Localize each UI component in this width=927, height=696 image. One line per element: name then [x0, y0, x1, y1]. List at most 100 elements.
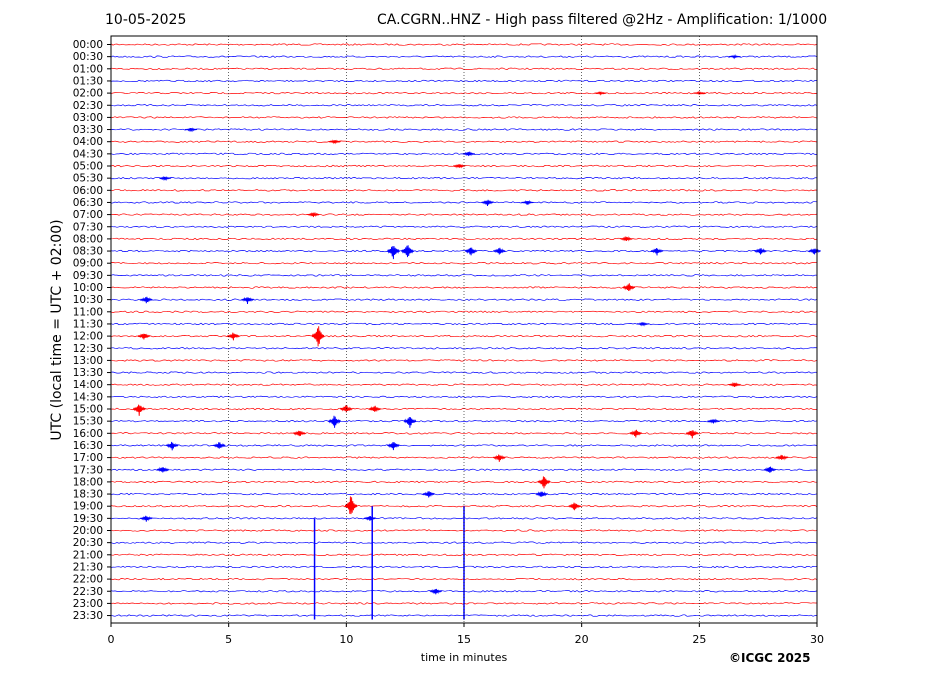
y-tick-label: 10:30 [73, 294, 103, 306]
y-tick-label: 21:30 [73, 561, 103, 573]
y-tick-label: 03:30 [73, 124, 103, 136]
y-tick-label: 11:00 [73, 306, 103, 318]
trace-2330 [110, 614, 818, 617]
y-tick-label: 04:30 [73, 148, 103, 160]
y-tick-label: 08:00 [73, 233, 103, 245]
y-tick-label: 18:00 [73, 476, 103, 488]
x-tick-label: 30 [810, 633, 824, 646]
event-burst [464, 247, 478, 256]
event-burst [754, 248, 767, 255]
event-burst [156, 466, 170, 473]
y-tick-label: 16:00 [73, 428, 103, 440]
y-tick-label: 14:00 [73, 379, 103, 391]
event-burst [328, 415, 341, 428]
event-burst [158, 175, 172, 181]
y-tick-label: 22:30 [73, 586, 103, 598]
event-burst [429, 588, 443, 595]
y-tick-label: 04:00 [73, 136, 103, 148]
x-tick-label: 5 [225, 633, 232, 646]
trace-1900 [110, 505, 818, 508]
event-burst [422, 491, 435, 498]
y-tick-label: 20:30 [73, 537, 103, 549]
event-burst [492, 247, 506, 255]
trace-0100 [110, 67, 818, 70]
event-burst [462, 151, 475, 157]
trace-1400 [110, 383, 818, 386]
event-burst [137, 333, 151, 340]
trace-1500 [110, 407, 818, 411]
x-axis-label: time in minutes [420, 651, 508, 664]
y-tick-label: 17:30 [73, 464, 103, 476]
chart-title: CA.CGRN..HNZ - High pass filtered @2Hz -… [377, 12, 828, 28]
trace-0330 [110, 128, 818, 131]
y-tick-label: 01:00 [73, 63, 103, 75]
event-burst [521, 199, 534, 206]
y-tick-label: 18:30 [73, 489, 103, 501]
event-burst [307, 211, 320, 218]
event-burst [227, 332, 240, 341]
y-tick-label: 11:30 [73, 318, 103, 330]
event-burst [808, 248, 821, 255]
event-burst [311, 326, 325, 347]
event-burst [775, 454, 789, 461]
event-burst [650, 247, 664, 256]
trace-1230 [110, 347, 818, 350]
trace-1300 [110, 359, 818, 362]
trace-1930 [110, 517, 818, 520]
trace-1330 [110, 371, 818, 374]
event-burst [403, 416, 417, 428]
trace-1600 [110, 432, 818, 435]
y-tick-label: 22:00 [73, 574, 103, 586]
y-tick-label: 17:00 [73, 452, 103, 464]
trace-2130 [110, 565, 818, 569]
trace-2230 [110, 590, 818, 593]
event-burst [292, 430, 306, 437]
y-tick-label: 12:30 [73, 343, 103, 355]
x-tick-label: 25 [692, 633, 706, 646]
trace-0830 [110, 249, 818, 253]
event-burst [685, 430, 699, 439]
event-burst [453, 164, 466, 169]
event-burst [339, 405, 353, 413]
event-burst [328, 139, 341, 145]
event-burst [363, 516, 377, 521]
y-tick-label: 10:00 [73, 282, 103, 294]
trace-1630 [110, 444, 818, 447]
trace-1100 [110, 310, 818, 313]
y-tick-label: 02:30 [73, 100, 103, 112]
event-burst [535, 491, 549, 497]
y-tick-label: 06:00 [73, 185, 103, 197]
event-burst [212, 442, 226, 449]
y-tick-label: 19:00 [73, 501, 103, 513]
event-burst [184, 127, 198, 133]
event-burst [401, 245, 414, 258]
y-tick-label: 14:30 [73, 391, 103, 403]
trace-0630 [110, 201, 818, 204]
event-burst [763, 466, 777, 473]
trace-1200 [110, 334, 818, 338]
trace-1730 [110, 468, 818, 471]
grid-layer [228, 36, 700, 623]
trace-0030 [110, 55, 818, 58]
chart-date: 10-05-2025 [105, 12, 187, 28]
trace-2030 [110, 541, 818, 544]
x-tick-label: 0 [108, 633, 115, 646]
trace-1530 [110, 419, 818, 423]
y-tick-label: 21:00 [73, 549, 103, 561]
event-burst [620, 235, 633, 242]
event-burst [386, 246, 400, 260]
x-tick-label: 10 [339, 633, 353, 646]
trace-0700 [111, 213, 818, 216]
event-burst [693, 90, 706, 95]
trace-0900 [110, 261, 818, 265]
copyright-notice: ©ICGC 2025 [729, 651, 811, 665]
axes-layer: 00:0000:3001:0001:3002:0002:3003:0003:30… [73, 35, 824, 646]
event-burst [594, 90, 607, 96]
y-tick-label: 05:30 [73, 173, 103, 185]
event-burst [568, 502, 581, 511]
trace-1130 [110, 322, 818, 326]
y-tick-label: 15:00 [73, 404, 103, 416]
trace-2300 [110, 602, 817, 605]
trace-0300 [110, 116, 818, 119]
y-tick-label: 20:00 [73, 525, 103, 537]
